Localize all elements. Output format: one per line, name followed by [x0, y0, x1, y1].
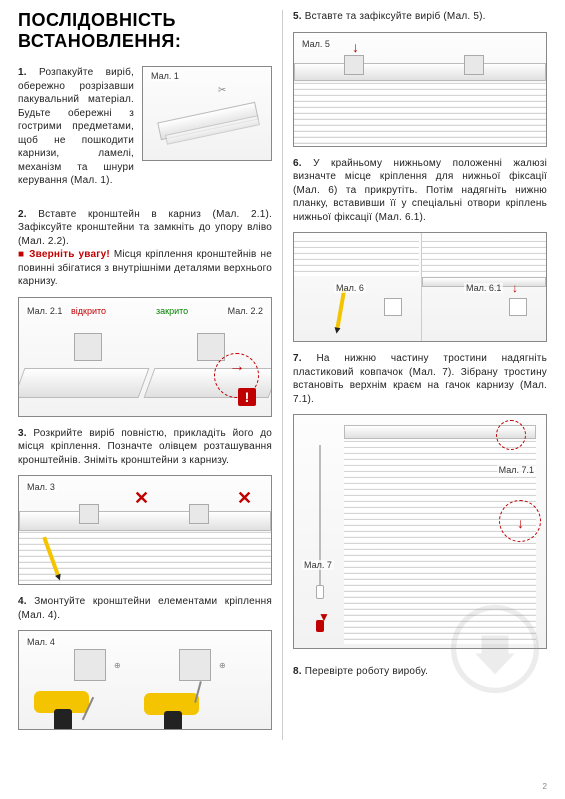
- right-column: 5. Вставте та зафіксуйте виріб (Мал. 5).…: [293, 10, 547, 740]
- step-8-text: 8. Перевірте роботу виробу.: [293, 665, 547, 679]
- step-1-body: Розпакуйте виріб, обережно розрізавши па…: [18, 67, 134, 186]
- figure-5-label: Мал. 5: [300, 39, 332, 49]
- step-1-text: 1. Розпакуйте виріб, обережно розрізавши…: [18, 66, 134, 188]
- column-divider: [282, 10, 283, 740]
- figure-1-label: Мал. 1: [149, 71, 181, 81]
- step-2-body: Вставте кронштейн в карниз (Мал. 2.1). З…: [18, 209, 272, 247]
- figure-7-1-label: Мал. 7.1: [497, 465, 536, 475]
- left-column: ПОСЛІДОВНІСТЬ ВСТАНОВЛЕННЯ: 1. Розпакуйт…: [18, 10, 272, 740]
- x-mark-icon: ✕: [134, 488, 149, 509]
- step-4-num: 4.: [18, 596, 27, 607]
- figure-7: Мал. 7 Мал. 7.1 ▼ ↓: [293, 414, 547, 649]
- step-6-num: 6.: [293, 158, 302, 169]
- figure-5: Мал. 5 ↓: [293, 32, 547, 147]
- figure-4: Мал. 4 ⊕ ⊕: [18, 630, 272, 730]
- step-5-num: 5.: [293, 11, 302, 22]
- step-7-num: 7.: [293, 353, 302, 364]
- figure-6-label: Мал. 6: [334, 283, 366, 293]
- step-3-body: Розкрийте виріб повністю, прикладіть йог…: [18, 428, 272, 466]
- step-4-body: Змонтуйте кронштейни елементами кріпленн…: [18, 596, 272, 621]
- step-8-body: Перевірте роботу виробу.: [305, 666, 428, 677]
- step-8-num: 8.: [293, 666, 302, 677]
- step-3-text: 3. Розкрийте виріб повністю, прикладіть …: [18, 427, 272, 468]
- step-3-num: 3.: [18, 428, 27, 439]
- step-2-text: 2. Вставте кронштейн в карниз (Мал. 2.1)…: [18, 208, 272, 289]
- step-5-body: Вставте та зафіксуйте виріб (Мал. 5).: [305, 11, 486, 22]
- figure-4-label: Мал. 4: [25, 637, 57, 647]
- step-7-text: 7. На нижню частину тростини надягніть п…: [293, 352, 547, 406]
- figure-2-2-label: Мал. 2.2: [226, 306, 265, 316]
- closed-label: закрито: [154, 306, 190, 316]
- step-6-text: 6. У крайньому нижньому положенні жалюзі…: [293, 157, 547, 225]
- open-label: відкрито: [69, 306, 108, 316]
- figure-3-label: Мал. 3: [25, 482, 57, 492]
- x-mark-icon: ✕: [237, 488, 252, 509]
- step-1-num: 1.: [18, 67, 27, 78]
- figure-7-label: Мал. 7: [302, 560, 334, 570]
- step-5-text: 5. Вставте та зафіксуйте виріб (Мал. 5).: [293, 10, 547, 24]
- figure-1: Мал. 1 ✂: [142, 66, 272, 161]
- warning-icon: !: [238, 388, 256, 406]
- attention-prefix: Зверніть увагу!: [29, 249, 110, 260]
- page-title: ПОСЛІДОВНІСТЬ ВСТАНОВЛЕННЯ:: [18, 10, 272, 52]
- step-1-row: 1. Розпакуйте виріб, обережно розрізавши…: [18, 66, 272, 196]
- figure-2: Мал. 2.1 Мал. 2.2 відкрито закрито ! →: [18, 297, 272, 417]
- figure-6-1-label: Мал. 6.1: [464, 283, 503, 293]
- figure-3: Мал. 3 ✕ ✕: [18, 475, 272, 585]
- step-7-body: На нижню частину тростини надягніть плас…: [293, 353, 547, 405]
- figure-6: Мал. 6 Мал. 6.1 ↓: [293, 232, 547, 342]
- step-6-body: У крайньому нижньому положенні жалюзі ви…: [293, 158, 547, 223]
- figure-2-1-label: Мал. 2.1: [25, 306, 64, 316]
- page-number: 2: [543, 782, 547, 791]
- step-2-num: 2.: [18, 209, 27, 220]
- step-4-text: 4. Змонтуйте кронштейни елементами кріпл…: [18, 595, 272, 622]
